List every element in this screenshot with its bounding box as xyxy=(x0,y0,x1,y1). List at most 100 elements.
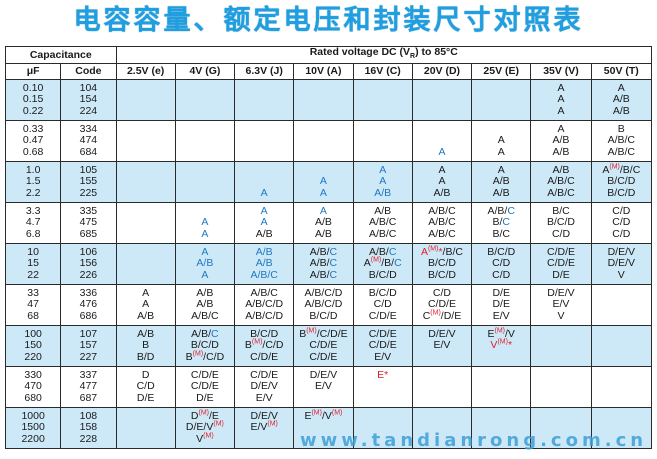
case-size-text: D/E xyxy=(196,391,214,404)
uf-cell-value: 2200 xyxy=(21,432,45,445)
case-size-line xyxy=(236,434,293,446)
case-size-text: B xyxy=(185,350,193,363)
case-size-line: C/D/E xyxy=(236,369,293,382)
voltage-header: 20V (D) xyxy=(411,63,473,80)
page-title: 电容容量、额定电压和封装尺寸对照表 xyxy=(73,5,584,36)
case-size-text: B/C/D xyxy=(487,245,516,258)
case-size-text: A/B xyxy=(374,186,392,199)
case-size-line: A xyxy=(236,187,293,200)
case-size-line: C/D/E xyxy=(295,340,352,352)
case-size-line: A xyxy=(295,205,352,218)
case-size-text: A/B/C xyxy=(250,286,278,299)
table-body: 0.10 0.15 0.22 104 154 224 A A A A A/B A/B 0.33 0.47 0… xyxy=(4,79,653,449)
case-size-line: A xyxy=(117,286,174,300)
marker-superscript: (M) xyxy=(311,409,322,417)
uf-cell-value: 6.8 xyxy=(25,227,41,240)
case-size-line: E/V(M) xyxy=(236,420,293,434)
case-size-cell: A A A/B xyxy=(411,161,473,203)
case-size-line: C/D/E xyxy=(176,381,233,393)
uf-cell-value: 0.47 xyxy=(22,134,44,147)
case-size-cell xyxy=(115,407,176,449)
case-size-text: B/C/D xyxy=(250,327,279,340)
case-size-cell xyxy=(530,325,592,367)
case-size-text: B/C/D xyxy=(427,257,456,270)
case-size-cell: A/B A/B A/B/C xyxy=(174,284,236,326)
case-size-text: C xyxy=(329,245,338,258)
uf-cell: 1.0 1.5 2.2 xyxy=(4,161,62,203)
case-size-text: C/D xyxy=(612,216,631,229)
case-size-text: B/C xyxy=(552,204,570,217)
marker-superscript: (M) xyxy=(267,420,278,428)
case-size-text: A xyxy=(142,286,150,299)
case-size-line: A xyxy=(295,176,352,188)
case-size-cell: A(M)*/B/C B/C/D B/C/D xyxy=(411,243,473,285)
case-size-text: V xyxy=(490,339,498,352)
case-size-line xyxy=(473,352,530,364)
case-size-cell: A A/B A/B xyxy=(293,202,354,244)
case-size-line: A/B/C/D xyxy=(236,299,293,311)
case-size-cell: D C/D D/E xyxy=(115,366,176,408)
case-size-line: A/B/C xyxy=(592,135,650,147)
uf-cell: 0.33 0.47 0.68 xyxy=(4,120,62,162)
uf-cell-value: 68 xyxy=(27,309,39,322)
case-size-cell: A A/B A xyxy=(174,243,236,285)
case-size-cell xyxy=(115,79,176,121)
case-size-text: A xyxy=(557,81,565,94)
case-size-text: A xyxy=(602,163,610,176)
case-size-line: A/B xyxy=(176,298,233,311)
case-size-line: C/D xyxy=(354,299,411,311)
uf-cell-value: 10 xyxy=(27,245,39,258)
case-size-text: A xyxy=(319,186,327,199)
case-size-cell: C/D/E C/D/E D/E xyxy=(174,366,236,408)
table-row: 0.33 0.47 0.68 334 474 684 A A A A A/B A/B B A/B/C A/B… xyxy=(4,120,653,162)
case-size-line: A/B/C xyxy=(176,310,233,323)
case-size-line: B/C xyxy=(473,228,530,241)
case-size-cell: A A/B A/B xyxy=(590,79,653,121)
uf-cell: 0.10 0.15 0.22 xyxy=(4,79,62,121)
case-size-line: E/V xyxy=(295,381,352,393)
watermark: www.tandianrong.com.cn xyxy=(300,430,648,451)
case-size-text: A/B/C xyxy=(547,186,575,199)
case-size-text: D/E xyxy=(552,268,570,281)
marker-superscript: (M) xyxy=(331,409,343,417)
case-size-text: A/B/ xyxy=(368,245,389,258)
capacitance-voltage-table: Capacitance Rated voltage DC (VR) to 85°… xyxy=(4,46,653,449)
uf-cell-value: 0.22 xyxy=(22,104,44,117)
case-size-cell: A/B/C A(M)/B/C B/C/D xyxy=(352,243,413,285)
case-size-text: A xyxy=(438,145,446,158)
code-cell: 104 154 224 xyxy=(60,79,117,121)
case-size-text: D xyxy=(190,409,199,422)
case-size-line: C/D xyxy=(592,205,650,218)
code-cell-value: 475 xyxy=(79,216,98,229)
case-size-text: C xyxy=(502,216,510,229)
case-size-cell: A xyxy=(234,161,295,203)
case-size-text: E/V xyxy=(255,391,273,404)
case-size-cell: A A A/B xyxy=(352,161,413,203)
case-size-text: A/B xyxy=(196,298,214,311)
case-size-text: A/B xyxy=(314,216,332,229)
case-size-text: C/D/E xyxy=(368,327,397,340)
case-size-line: A/B/C xyxy=(236,269,293,282)
case-size-cell xyxy=(174,161,236,203)
case-size-text: C/D xyxy=(612,227,631,240)
case-size-text: E xyxy=(487,327,495,340)
case-size-text: C xyxy=(388,245,397,258)
case-size-line: A xyxy=(473,135,530,147)
case-size-text: C/D xyxy=(432,286,451,299)
uf-cell-value: 0.33 xyxy=(22,122,44,135)
case-size-text: A/B xyxy=(255,227,273,240)
case-size-text: A xyxy=(260,216,268,229)
case-size-text: B/D xyxy=(136,350,155,363)
code-cell-value: 686 xyxy=(79,309,98,322)
case-size-line: C/D xyxy=(117,381,174,393)
marker-superscript: (M) xyxy=(430,309,441,317)
case-size-line: A/B/C xyxy=(295,245,352,259)
marker-superscript: (M) xyxy=(198,409,209,417)
case-size-text: C xyxy=(394,257,402,270)
table-row: 1.0 1.5 2.2 105 155 225 A A A A A A/B A A A/B A A/B A/B A/… xyxy=(4,161,653,203)
case-size-cell: C/D/E D/E/V E/V xyxy=(234,366,295,408)
case-size-text: A/B/ xyxy=(309,257,330,270)
case-size-line: B/C/D xyxy=(592,176,650,188)
case-size-text: B xyxy=(244,339,252,352)
case-size-cell xyxy=(115,243,176,285)
